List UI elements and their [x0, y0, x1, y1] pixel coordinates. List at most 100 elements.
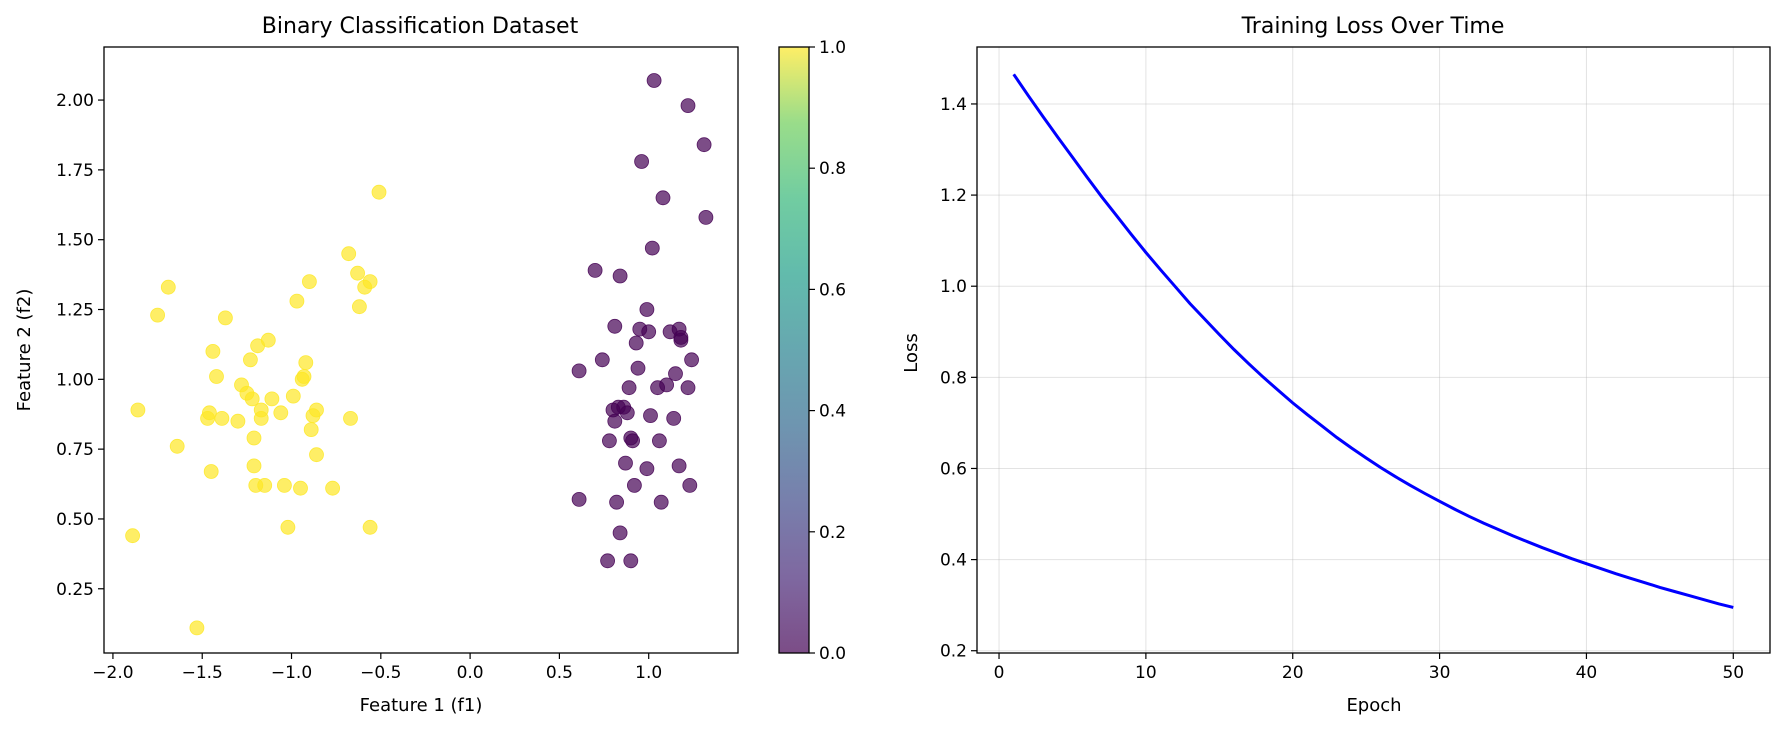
colorbar-tick-label: 0.8 — [819, 159, 846, 179]
colorbar-tick-label: 0.2 — [819, 523, 846, 543]
scatter-point — [286, 389, 300, 403]
scatter-point — [304, 423, 318, 437]
scatter-title: Binary Classification Dataset — [262, 14, 579, 39]
scatter-point — [613, 269, 627, 283]
scatter-point — [294, 481, 308, 495]
scatter-point — [608, 319, 622, 333]
x-tick-label: −0.5 — [360, 663, 401, 683]
scatter-point — [342, 247, 356, 261]
y-tick-label: 0.6 — [940, 459, 967, 479]
colorbar-tick-label: 0.6 — [819, 280, 846, 300]
y-tick-label: 1.75 — [56, 161, 94, 181]
scatter-point — [326, 481, 340, 495]
line-plot-frame — [977, 47, 1770, 653]
scatter-point — [231, 414, 245, 428]
scatter-point — [622, 381, 636, 395]
line-title: Training Loss Over Time — [1241, 14, 1505, 39]
scatter-point — [608, 414, 622, 428]
scatter-point — [247, 459, 261, 473]
scatter-point — [683, 478, 697, 492]
scatter-point — [681, 381, 695, 395]
scatter-point — [352, 300, 366, 314]
scatter-point — [627, 478, 641, 492]
scatter-point — [620, 406, 634, 420]
loss-line — [1014, 74, 1734, 607]
y-tick-label: 0.50 — [56, 510, 94, 530]
scatter-points — [126, 74, 713, 635]
y-tick-label: 0.25 — [56, 580, 94, 600]
scatter-point — [647, 74, 661, 88]
line-xlabel: Epoch — [1346, 695, 1401, 716]
scatter-point — [310, 403, 324, 417]
scatter-point — [601, 554, 615, 568]
scatter-point — [645, 241, 659, 255]
y-tick-label: 0.4 — [940, 551, 967, 571]
scatter-point — [669, 367, 683, 381]
scatter-point — [572, 492, 586, 506]
y-tick-label: 0.8 — [940, 368, 967, 388]
scatter-point — [170, 439, 184, 453]
scatter-point — [190, 621, 204, 635]
line-grid — [977, 47, 1770, 653]
scatter-ylabel: Feature 2 (f2) — [14, 289, 35, 412]
scatter-point — [697, 138, 711, 152]
scatter-point — [161, 280, 175, 294]
x-tick-label: 50 — [1722, 663, 1744, 683]
line-chart: Training Loss Over Time 0 10 20 30 40 50 0.20… — [901, 14, 1770, 716]
scatter-point — [654, 495, 668, 509]
scatter-point — [619, 456, 633, 470]
scatter-point — [635, 155, 649, 169]
scatter-point — [131, 403, 145, 417]
scatter-point — [254, 411, 268, 425]
x-tick-label: 20 — [1282, 663, 1304, 683]
scatter-point — [245, 392, 259, 406]
colorbar-gradient — [779, 47, 809, 653]
y-tick-label: 2.00 — [56, 91, 94, 111]
scatter-point — [610, 495, 624, 509]
scatter-point — [672, 459, 686, 473]
scatter-point — [247, 431, 261, 445]
scatter-point — [595, 353, 609, 367]
scatter-point — [656, 191, 670, 205]
scatter-point — [126, 529, 140, 543]
scatter-point — [218, 311, 232, 325]
x-tick-label: 30 — [1429, 663, 1451, 683]
scatter-point — [681, 99, 695, 113]
scatter-point — [667, 411, 681, 425]
scatter-point — [265, 392, 279, 406]
scatter-point — [299, 356, 313, 370]
y-tick-label: 1.50 — [56, 231, 94, 251]
scatter-point — [572, 364, 586, 378]
x-tick-label: −1.5 — [182, 663, 223, 683]
scatter-point — [290, 294, 304, 308]
scatter-point — [274, 406, 288, 420]
scatter-point — [602, 434, 616, 448]
scatter-point — [202, 406, 216, 420]
scatter-point — [261, 333, 275, 347]
scatter-point — [624, 554, 638, 568]
line-y-axis: 0.2 0.4 0.6 0.8 1.0 1.2 1.4 — [940, 95, 977, 662]
scatter-point — [277, 478, 291, 492]
scatter-point — [206, 344, 220, 358]
scatter-point — [631, 361, 645, 375]
y-tick-label: 0.75 — [56, 440, 94, 460]
scatter-point — [363, 275, 377, 289]
scatter-point — [660, 378, 674, 392]
scatter-point — [629, 336, 643, 350]
scatter-point — [613, 526, 627, 540]
scatter-point — [243, 353, 257, 367]
scatter-plot-frame — [104, 47, 738, 653]
x-tick-label: −1.0 — [271, 663, 312, 683]
x-tick-label: −2.0 — [92, 663, 133, 683]
scatter-point — [297, 370, 311, 384]
line-ylabel: Loss — [901, 333, 922, 372]
x-tick-label: 1.0 — [635, 663, 662, 683]
y-tick-label: 1.25 — [56, 301, 94, 321]
scatter-point — [204, 465, 218, 479]
scatter-point — [372, 185, 386, 199]
y-tick-label: 1.0 — [940, 277, 967, 297]
colorbar-tick-label: 0.4 — [819, 402, 846, 422]
x-tick-label: 0 — [994, 663, 1005, 683]
x-tick-label: 0.0 — [457, 663, 484, 683]
